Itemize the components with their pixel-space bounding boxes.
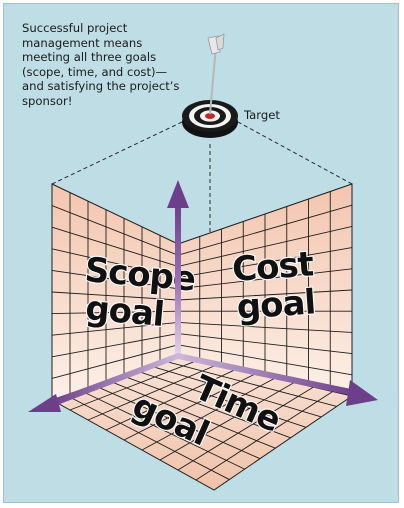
left-axis-arrowhead: [28, 394, 61, 412]
grid-line: [123, 373, 256, 441]
grid-line: [51, 310, 179, 315]
grid-line: [177, 333, 353, 355]
vertical-axis-arrow: [175, 204, 181, 356]
right-axis-arrowhead: [346, 380, 378, 406]
grid-line: [51, 269, 179, 290]
grid-line: [177, 268, 353, 290]
grid-line: [177, 321, 353, 333]
grid-line: [51, 321, 179, 336]
grid-line: [135, 370, 307, 428]
left-axis-arrow: [49, 353, 178, 407]
diagram-frame: Scope goal Cost goal Time goal: [3, 3, 399, 503]
vertical-axis-arrowhead: [167, 180, 189, 208]
target-label: Target: [244, 108, 280, 122]
grid-line: [107, 380, 276, 449]
grid-line: [177, 204, 353, 256]
grid-line: [79, 389, 245, 470]
grid-line: [177, 386, 314, 471]
grid-line: [87, 364, 217, 421]
svg-text:goal: goal: [84, 288, 165, 335]
grid-line: [149, 365, 322, 418]
grid-line: [159, 382, 295, 461]
grid-line: [177, 289, 353, 301]
grid-line: [105, 368, 237, 431]
grid-line: [69, 360, 198, 411]
diagram-caption: Successful project management means meet…: [22, 21, 180, 108]
grid-line: [177, 225, 353, 267]
grid-line: [121, 375, 291, 439]
dart-icon: [207, 33, 225, 115]
grid-line: [51, 333, 179, 358]
grid-line: [141, 377, 275, 451]
grid-line: [51, 344, 179, 379]
right-axis-arrow: [178, 353, 356, 396]
cost-goal-label: Cost goal: [230, 243, 318, 329]
grid-line: [51, 291, 179, 301]
grid-line: [195, 391, 333, 481]
grid-line: [177, 344, 353, 376]
grid-line: [163, 360, 337, 407]
svg-text:Cost: Cost: [231, 244, 315, 290]
grid-line: [65, 394, 230, 480]
target-icon: [182, 100, 238, 138]
axis-arrows: [28, 180, 378, 412]
project-goals-diagram: Scope goal Cost goal Time goal: [28, 33, 378, 491]
grid-line: [51, 205, 179, 256]
svg-text:goal: goal: [235, 282, 316, 327]
grid-line: [51, 248, 179, 279]
grid-line: [177, 247, 353, 279]
grid-line: [51, 226, 179, 267]
grid-line: [93, 384, 261, 460]
